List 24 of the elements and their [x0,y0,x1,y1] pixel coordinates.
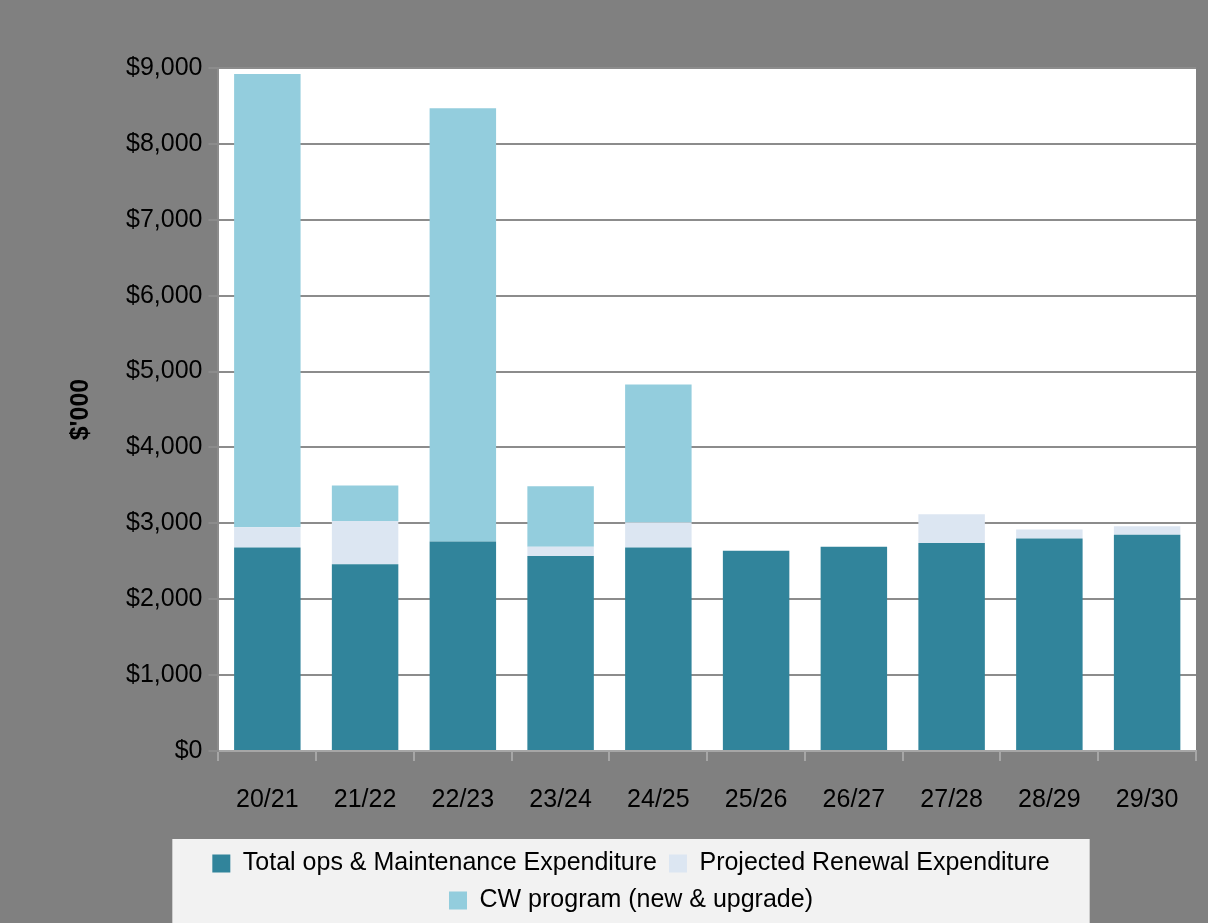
y-tick-label: $3,000 [126,507,203,536]
x-tick-label: 29/30 [1115,783,1179,812]
x-tick-label: 25/26 [724,783,788,812]
x-tick-label: 20/21 [236,783,299,812]
y-tick-label: $4,000 [126,431,203,460]
y-tick-label: $0 [174,734,203,763]
y-tick-label: $7,000 [126,203,203,232]
legend-label: CW program (new & upgrade) [479,884,813,913]
y-tick-label: $2,000 [126,583,203,612]
legend-label: Projected Renewal Expenditure [699,847,1050,876]
y-tick-label: $8,000 [126,127,203,156]
y-tick-label: $5,000 [126,355,203,384]
x-tick-label: 27/28 [920,783,983,812]
y-axis-title: $'000 [64,378,93,441]
x-tick-label: 22/23 [431,783,495,812]
x-tick-label: 24/25 [627,783,690,812]
x-tick-label: 23/24 [529,783,592,812]
y-tick-label: $1,000 [126,659,203,687]
legend-label: Total ops & Maintenance Expenditure [242,847,657,876]
x-tick-label: 28/29 [1018,783,1081,812]
y-tick-label: $6,000 [126,279,203,308]
y-tick-label: $9,000 [126,51,203,80]
x-tick-label: 21/22 [333,783,397,812]
x-tick-label: 26/27 [822,783,886,812]
